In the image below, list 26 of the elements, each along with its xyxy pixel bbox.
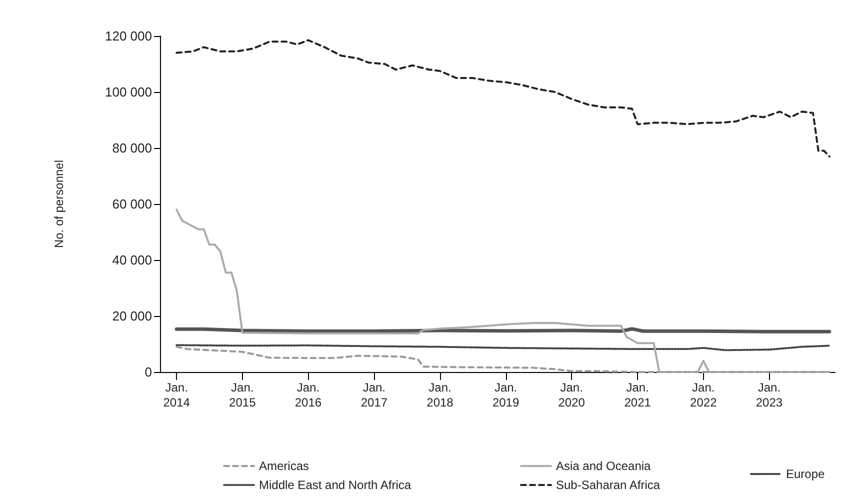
legend-label: Americas: [259, 459, 310, 473]
x-tick-label: Jan. 2020: [558, 380, 586, 410]
y-axis-title: No. of personnel: [52, 160, 66, 248]
y-tick-label: 120 000: [105, 28, 152, 44]
legend-label: Sub-Saharan Africa: [556, 478, 660, 492]
legend-label: Asia and Oceania: [556, 459, 652, 473]
x-tick-label: Jan. 2022: [690, 380, 718, 410]
x-tick-label: Jan. 2021: [624, 380, 652, 410]
x-tick-label: Jan. 2017: [360, 380, 388, 410]
x-tick-label: Jan. 2018: [426, 380, 454, 410]
x-tick-label: Jan. 2015: [229, 380, 256, 410]
legend-label: Europe: [786, 467, 826, 481]
x-tick-label: Jan. 2019: [492, 380, 520, 410]
y-tick-label: 40 000: [112, 252, 152, 268]
legend-label: Middle East and North Africa: [259, 478, 412, 492]
line-series: [176, 208, 830, 373]
y-tick-label: 60 000: [112, 196, 152, 212]
x-tick-label: Jan. 2023: [756, 380, 783, 410]
y-tick-label: 20 000: [112, 308, 152, 324]
y-tick-label: 100 000: [105, 84, 152, 100]
x-tick-label: Jan. 2016: [294, 380, 322, 410]
line-series: [176, 39, 830, 158]
y-tick-label: 80 000: [112, 140, 152, 156]
y-tick-label: 0: [144, 364, 152, 380]
line-series: [176, 346, 830, 373]
x-tick-label: Jan. 2014: [163, 380, 190, 410]
